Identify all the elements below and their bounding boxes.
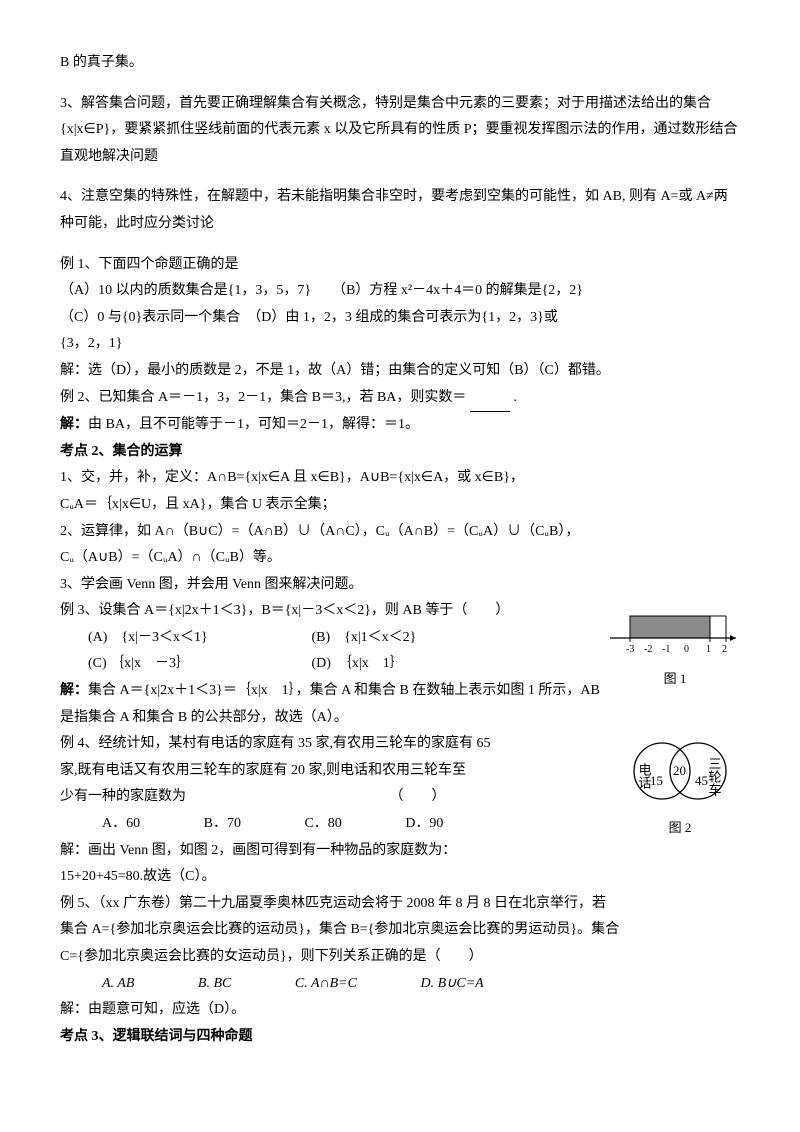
example-1: 例 1、下面四个命题正确的是 （A）10 以内的质数集合是{1，3，5，7} （… bbox=[60, 252, 740, 385]
kd2-3: 3、学会画 Venn 图，并会用 Venn 图来解决问题。 bbox=[60, 572, 740, 599]
svg-text:-1: -1 bbox=[662, 644, 670, 655]
figure-2: 电话 15 20 45 三轮车 图 2 bbox=[620, 735, 740, 840]
ex1-opt-cd: （C）0 与{0}表示同一个集合 （D）由 1，2，3 组成的集合可表示为{1，… bbox=[60, 305, 740, 332]
ex3-d: (D) ｛x|x 1｝ bbox=[312, 656, 404, 671]
figure-2-caption: 图 2 bbox=[620, 816, 740, 841]
ex5-a: A. AB bbox=[102, 971, 134, 998]
ex4-sol1: 解：画出 Venn 图，如图 2，画图可得到有一种物品的家庭数为： bbox=[60, 838, 740, 865]
ex1-opt-ab: （A）10 以内的质数集合是{1，3，5，7} （B）方程 x²－4x＋4＝0 … bbox=[60, 278, 740, 305]
svg-text:2: 2 bbox=[722, 644, 727, 655]
ex5-l1: 例 5、（xx 广东卷）第二十九届夏季奥林匹克运动会将于 2008 年 8 月 … bbox=[60, 891, 740, 918]
ex4-paren: （ ） bbox=[390, 789, 446, 804]
ex4-b: B．70 bbox=[204, 811, 241, 838]
ex5-d: D. B∪C=A bbox=[420, 971, 483, 998]
kaodian-2-title: 考点 2、集合的运算 bbox=[60, 439, 740, 466]
ex1-opt-d2: {3，2，1} bbox=[60, 331, 740, 358]
example-5: 例 5、（xx 广东卷）第二十九届夏季奥林匹克运动会将于 2008 年 8 月 … bbox=[60, 891, 740, 1024]
ex2-sol: 由 BA，且不可能等于－1，可知＝2－1，解得：＝1。 bbox=[88, 417, 419, 432]
kd2-2b: Cᵤ（A∪B）=（CᵤA）∩（CᵤB）等。 bbox=[60, 545, 740, 572]
ex3-b: (B) {x|1＜x＜2} bbox=[312, 630, 417, 645]
ex2-sol-label: 解： bbox=[60, 417, 88, 432]
venn-left-n: 15 bbox=[650, 773, 663, 788]
venn-right-label: 三轮车 bbox=[707, 757, 722, 796]
kd2-1: 1、交，并，补，定义：A∩B={x|x∈A 且 x∈B}，A∪B={x|x∈A，… bbox=[60, 465, 740, 492]
kd2-1b: CᵤA＝｛x|x∈U，且 xA}，集合 U 表示全集； bbox=[60, 492, 740, 519]
ex4-l3: 少有一种的家庭数为 bbox=[60, 789, 186, 804]
ex5-sol: 解：由题意可知，应选（D）。 bbox=[60, 997, 740, 1024]
ex2-q: 例 2、已知集合 A＝－1，3，2－1，集合 B＝3,，若 BA，则实数＝ bbox=[60, 390, 470, 405]
kaodian-3-title: 考点 3、逻辑联结词与四种命题 bbox=[60, 1024, 740, 1051]
ex5-b: B. BC bbox=[198, 971, 231, 998]
ex4-sol2: 15+20+45=80.故选（C）。 bbox=[60, 864, 740, 891]
ex3-sol: 集合 A＝{x|2x＋1＜3}＝｛x|x 1｝，集合 A 和集合 B 在数轴上表… bbox=[60, 683, 600, 725]
ex1-q: 例 1、下面四个命题正确的是 bbox=[60, 252, 740, 279]
ex3-a: (A) {x|－3＜x＜1} bbox=[88, 625, 308, 652]
ex1-sol: 解：选（D），最小的质数是 2，不是 1，故（A）错；由集合的定义可知（B）（C… bbox=[60, 358, 740, 385]
ex5-l3: C={参加北京奥运会比赛的女运动员}，则下列关系正确的是（ ） bbox=[60, 944, 740, 971]
ex4-d: D．90 bbox=[405, 811, 443, 838]
example-2: 例 2、已知集合 A＝－1，3，2－1，集合 B＝3,，若 BA，则实数＝ . … bbox=[60, 385, 740, 439]
venn-mid: 20 bbox=[673, 763, 686, 778]
ex2-q-end: . bbox=[510, 390, 517, 405]
point-3: 3、解答集合问题，首先要正确理解集合有关概念，特别是集合中元素的三要素；对于用描… bbox=[60, 91, 740, 171]
svg-text:-3: -3 bbox=[626, 644, 634, 655]
blank bbox=[470, 385, 510, 413]
prev-line: B 的真子集。 bbox=[60, 50, 740, 77]
number-line-rect bbox=[630, 616, 710, 638]
ex3-c: (C) ｛x|x －3｝ bbox=[88, 651, 308, 678]
ex4-a: A．60 bbox=[102, 811, 140, 838]
svg-text:1: 1 bbox=[706, 644, 711, 655]
figure-1-caption: 图 1 bbox=[610, 667, 740, 692]
ex4-c: C．80 bbox=[304, 811, 341, 838]
svg-text:0: 0 bbox=[684, 644, 689, 655]
arrow-icon bbox=[730, 635, 736, 641]
svg-text:-2: -2 bbox=[644, 644, 652, 655]
number-line-ticks: -3 -2 -1 0 1 2 bbox=[626, 644, 727, 655]
ex5-l2: 集合 A={参加北京奥运会比赛的运动员}，集合 B={参加北京奥运会比赛的男运动… bbox=[60, 917, 740, 944]
figure-1: -3 -2 -1 0 1 2 图 1 bbox=[610, 608, 740, 691]
point-4: 4、注意空集的特殊性，在解题中，若未能指明集合非空时，要考虑到空集的可能性，如 … bbox=[60, 184, 740, 237]
kd2-2: 2、运算律，如 A∩（B∪C）=（A∩B）∪（A∩C），Cᵤ（A∩B）=（CᵤA… bbox=[60, 519, 740, 546]
ex3-sol-label: 解： bbox=[60, 683, 88, 698]
ex5-c: C. A∩B=C bbox=[295, 971, 357, 998]
